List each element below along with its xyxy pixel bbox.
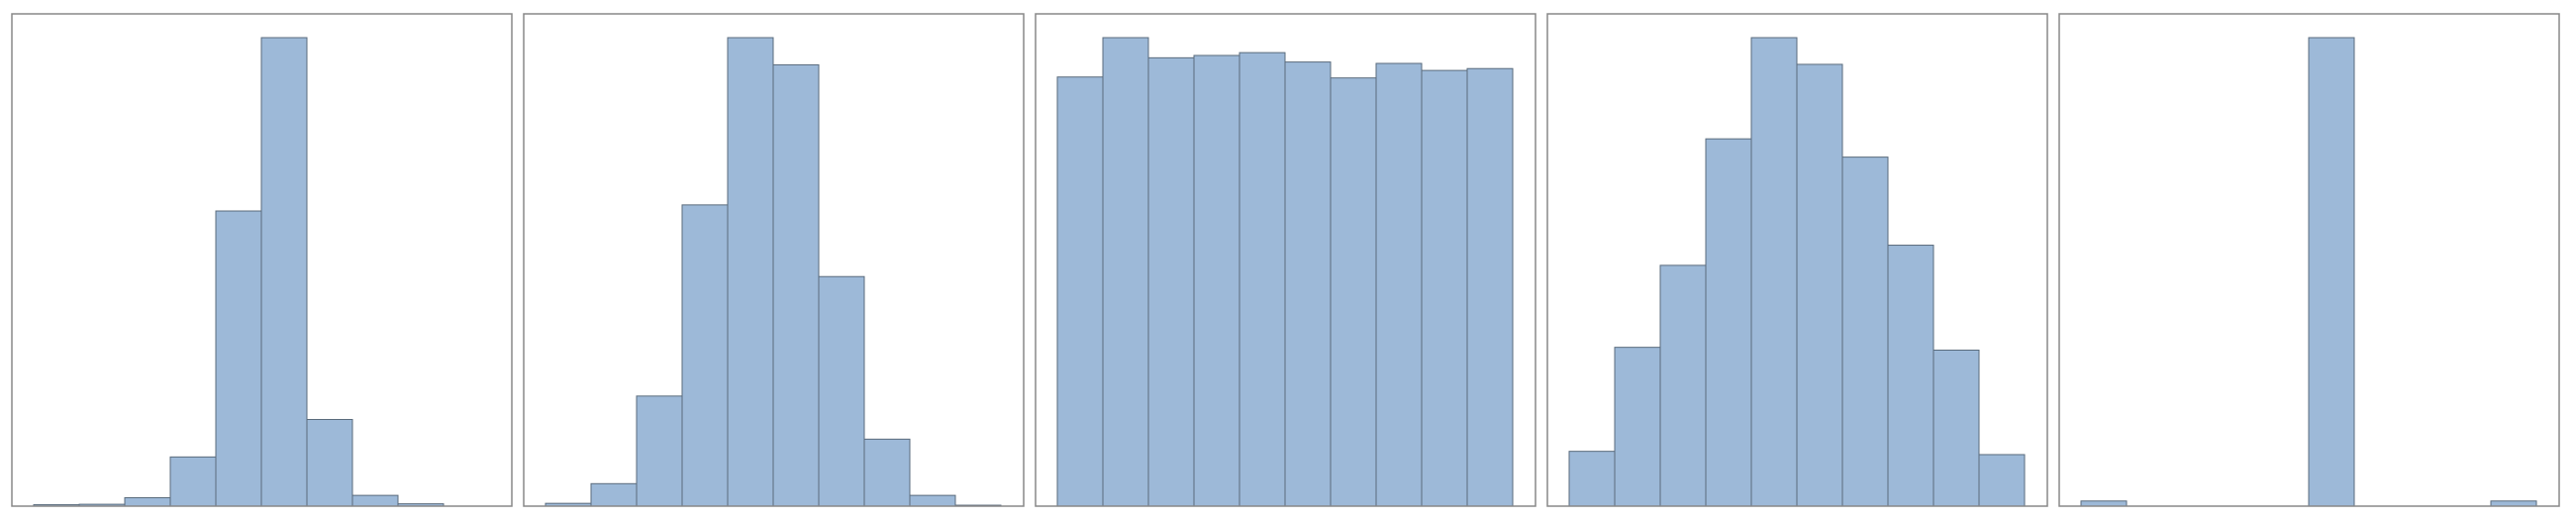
panel-frame [1035,13,1536,507]
histogram-bar [1421,69,1468,507]
histogram-bar [1238,52,1286,507]
histogram-bar [1056,76,1104,507]
histogram-bar [1705,138,1752,507]
histogram-bar [2490,500,2537,507]
panel-frame [523,13,1025,507]
histogram-bar [1887,245,1934,507]
histogram-bar [727,37,774,507]
histogram-bar [1932,349,1980,507]
histogram-bar [1284,61,1332,507]
histogram-panel-3 [1035,13,1536,507]
histogram-bar [1466,67,1514,507]
histogram-bar [351,494,399,507]
histogram-bar [909,494,956,507]
histogram-bar [306,418,353,507]
histogram-bar [1102,37,1149,507]
histogram-bar [1568,451,1616,507]
histogram-bar [818,275,865,507]
histogram-bar [1659,264,1707,507]
histogram-bar [2308,37,2355,507]
panel-frame [11,13,513,507]
histogram-bar [1147,56,1195,507]
histogram-bar [1796,63,1843,507]
histogram-bar [590,482,638,507]
histogram-panel-2 [523,13,1025,507]
histogram-bar [772,63,820,507]
histogram-panel-1 [11,13,513,507]
histogram-bar [2080,500,2128,507]
panel-frame [1546,13,2048,507]
histogram-bar [636,395,683,507]
histogram-bar [169,456,217,507]
histogram-bar [215,210,262,507]
histogram-bar [124,496,171,507]
histogram-bar [1841,156,1889,507]
histogram-bar [260,37,308,507]
histogram-bar [863,438,911,507]
histogram-panel-5 [2058,13,2560,507]
histogram-bar [1614,347,1661,507]
histogram-bar [1978,454,2026,507]
panel-frame [2058,13,2560,507]
histogram-bar [1330,77,1377,507]
histogram-bar [1375,62,1423,507]
histogram-panel-4 [1546,13,2048,507]
histogram-bar [681,204,729,507]
histogram-bar [1750,37,1798,507]
histogram-bar [1193,54,1240,507]
